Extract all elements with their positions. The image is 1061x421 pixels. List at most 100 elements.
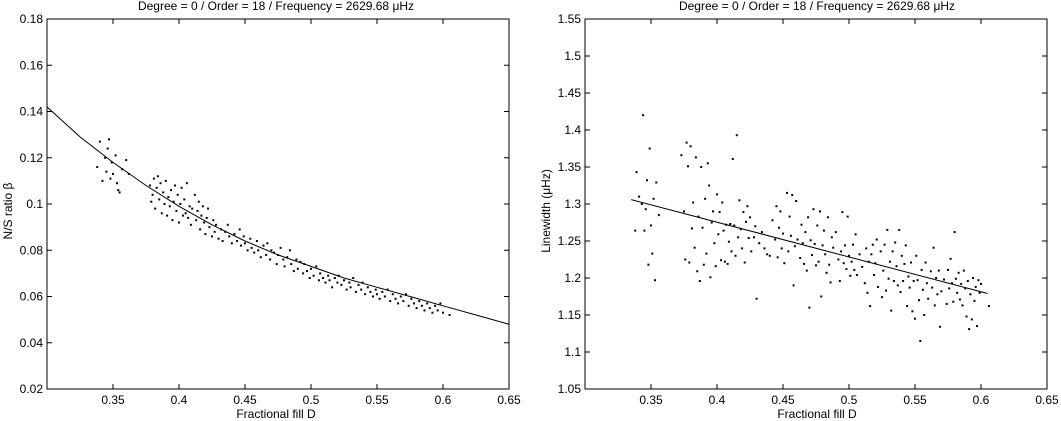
data-point	[208, 226, 211, 229]
data-point	[642, 114, 645, 117]
data-point	[431, 311, 434, 314]
data-point	[179, 203, 182, 205]
y-tick-label: 1.35	[558, 160, 582, 174]
data-point	[962, 269, 965, 272]
data-point	[952, 300, 955, 303]
data-point	[894, 241, 897, 244]
data-point	[783, 262, 786, 265]
data-point	[343, 279, 345, 282]
data-point	[722, 229, 725, 232]
data-point	[865, 247, 868, 250]
data-point	[288, 249, 291, 252]
data-point	[882, 269, 885, 272]
data-point	[698, 280, 701, 282]
data-point	[792, 284, 795, 287]
data-point	[712, 210, 714, 213]
data-point	[834, 231, 837, 234]
data-point	[434, 304, 437, 307]
data-point	[242, 235, 245, 238]
data-point	[729, 223, 732, 225]
data-point	[279, 246, 282, 249]
data-point	[277, 253, 279, 256]
plot-frame	[584, 18, 1048, 390]
data-point	[710, 221, 713, 224]
data-point	[809, 239, 812, 242]
data-point	[152, 177, 155, 180]
data-point	[727, 240, 730, 243]
data-point	[397, 302, 400, 305]
data-point	[937, 269, 940, 272]
data-point	[881, 296, 883, 299]
data-point	[651, 252, 654, 255]
data-point	[108, 138, 110, 141]
x-tick-label: 0.45	[233, 393, 257, 407]
data-point	[915, 254, 918, 257]
data-point	[647, 263, 650, 266]
y-tick-label: 0.14	[20, 105, 44, 119]
data-point	[709, 276, 712, 279]
data-point	[442, 311, 444, 314]
data-point	[858, 253, 861, 256]
data-point	[929, 270, 932, 273]
data-point	[683, 210, 685, 213]
data-point	[415, 307, 418, 310]
data-point	[183, 198, 186, 201]
data-point	[920, 268, 923, 271]
data-point	[886, 228, 889, 231]
data-point	[191, 207, 194, 210]
y-tick-label: 1.05	[558, 382, 582, 396]
data-point	[199, 228, 202, 231]
data-point	[376, 293, 378, 296]
data-point	[174, 184, 176, 187]
data-point	[799, 257, 802, 259]
data-point	[413, 302, 415, 305]
data-point	[957, 271, 960, 274]
data-point	[786, 191, 788, 194]
y-tick-label: 1.2	[564, 271, 581, 285]
data-point	[657, 214, 660, 217]
y-tick-label: 0.04	[20, 336, 44, 350]
data-point	[324, 281, 327, 284]
data-point	[110, 161, 113, 164]
data-point	[800, 223, 803, 226]
data-point	[189, 223, 192, 226]
data-point	[184, 212, 187, 215]
data-point	[149, 184, 151, 187]
data-point	[923, 314, 926, 316]
data-point	[899, 291, 902, 294]
data-point	[96, 166, 99, 168]
data-point	[778, 226, 780, 229]
data-point	[650, 224, 652, 227]
data-point	[423, 309, 426, 312]
data-point	[904, 244, 907, 247]
data-point	[250, 246, 253, 249]
y-tick-label: 0.06	[20, 290, 44, 304]
data-point	[349, 286, 352, 289]
data-point	[910, 261, 912, 264]
data-point	[815, 264, 817, 267]
data-point	[956, 291, 959, 294]
data-point	[854, 233, 857, 236]
data-point	[114, 154, 117, 157]
data-point	[960, 282, 963, 285]
data-point	[262, 244, 265, 247]
data-point	[716, 193, 718, 196]
x-axis-label: Fractional fill D	[236, 407, 316, 421]
y-tick-label: 0.08	[20, 243, 44, 257]
data-point	[861, 265, 864, 268]
data-point	[648, 147, 651, 150]
data-point	[725, 223, 728, 226]
data-point	[175, 209, 178, 212]
data-point	[828, 263, 831, 266]
data-point	[694, 156, 697, 159]
data-point	[364, 293, 367, 296]
plot-frame	[46, 18, 510, 390]
x-tick-label: 0.5	[303, 393, 320, 407]
data-point	[969, 293, 972, 296]
y-tick-label: 1.15	[558, 308, 582, 322]
data-point	[964, 287, 967, 290]
data-point	[821, 244, 824, 247]
data-point	[867, 260, 870, 263]
data-point	[302, 272, 305, 275]
y-axis-label: N/S ratio β	[1, 182, 15, 239]
